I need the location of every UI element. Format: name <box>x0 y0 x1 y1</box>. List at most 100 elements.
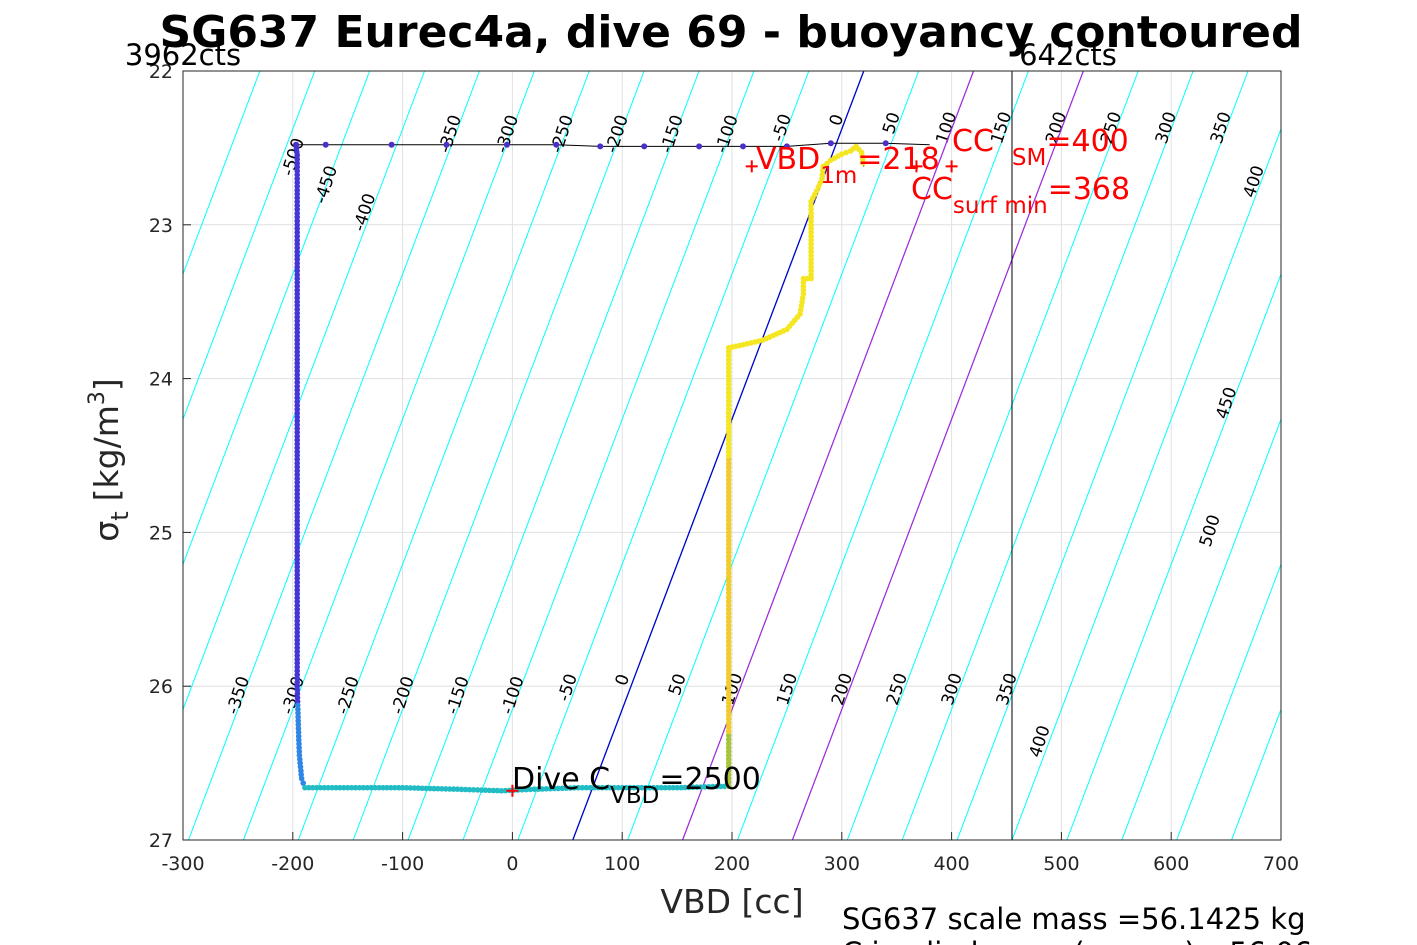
series-0-point <box>294 310 301 317</box>
x-tick-label-10: 700 <box>1263 853 1299 875</box>
series-2-point <box>725 509 732 515</box>
series-0-point <box>294 479 301 486</box>
series-1-point <box>551 785 558 792</box>
y-axis-ticks: 22 23 24 25 26 27 <box>149 61 191 852</box>
series-1-point <box>388 784 394 791</box>
contour-line-10 <box>517 71 810 840</box>
series-2-point <box>808 229 814 236</box>
series-0-point <box>294 214 301 220</box>
contour-line-3 <box>183 71 426 711</box>
series-2-point <box>725 691 732 698</box>
series-0-point <box>294 302 301 309</box>
series-1-point <box>583 784 590 791</box>
series-3-point <box>503 141 510 148</box>
contour-line-22 <box>1176 562 1281 840</box>
series-1-point <box>325 784 332 791</box>
y-tick-label-3: 25 <box>149 522 173 544</box>
x-axis-label: VBD [cc] <box>660 882 803 921</box>
chart-title: SG637 Eurec4a, dive 69 - buoyancy contou… <box>160 7 1303 58</box>
series-2-point <box>725 728 732 735</box>
series-2-point <box>725 369 732 375</box>
series-0-point <box>294 575 301 582</box>
series-1-point <box>686 784 692 791</box>
contour-line-4 <box>188 71 480 840</box>
series-1-point <box>690 784 696 790</box>
series-2-point <box>725 394 732 400</box>
series-0-point <box>294 506 301 513</box>
series-2-point <box>725 533 732 540</box>
series-2-point <box>725 655 732 661</box>
series-1-point <box>607 784 613 791</box>
series-2-point <box>800 279 807 286</box>
series-2-point <box>725 606 732 613</box>
series-0-point <box>294 618 301 624</box>
series-0-point <box>294 583 301 589</box>
series-1-point <box>427 785 433 792</box>
contour-line-16 <box>846 71 1139 840</box>
series-1-point <box>678 784 684 791</box>
series-1-point <box>535 786 542 792</box>
series-0-point <box>294 598 301 605</box>
series-2-point <box>725 365 732 371</box>
series-1-point <box>462 786 469 793</box>
series-2-point <box>725 472 732 479</box>
series-1-point <box>411 785 418 791</box>
series-2-point <box>725 373 732 380</box>
series-2-point <box>725 602 732 609</box>
series-0-point <box>294 633 301 639</box>
series-2-point <box>725 703 732 710</box>
series-3-point <box>388 141 395 148</box>
series-2-point <box>725 663 732 669</box>
series-0-point <box>294 164 301 170</box>
series-1-point <box>446 786 453 792</box>
series-3-point <box>597 143 604 150</box>
series-0-point <box>294 456 301 463</box>
series-2-point <box>725 651 732 657</box>
top-left-counts-label: 3962cts <box>125 38 241 72</box>
vbd-1m-marker <box>745 160 758 173</box>
series-2-point <box>725 716 732 722</box>
series-1-point <box>439 786 445 792</box>
series-0-point <box>294 445 301 451</box>
series-0-point <box>294 172 301 178</box>
series-2-point <box>725 497 732 503</box>
series-0-point <box>294 521 301 528</box>
series-3-point <box>740 143 746 150</box>
series-1-point <box>341 784 347 791</box>
cc-surf-min-main: CC <box>911 172 953 207</box>
series-0-point <box>294 610 301 616</box>
series-2-point <box>725 441 732 447</box>
series-1-point <box>309 784 316 791</box>
footer-implied-mass: C implied mass (approx) =56.06 <box>842 936 1312 945</box>
series-1-point <box>333 784 339 791</box>
series-0-point <box>294 345 301 351</box>
series-1-point <box>494 787 501 794</box>
series-1-point <box>306 784 312 791</box>
series-0-point <box>294 514 301 520</box>
series-2-point <box>725 448 732 455</box>
series-3-point <box>882 140 889 147</box>
y-tick-label-1: 23 <box>149 215 173 237</box>
y-axis-label-sup: 3 <box>85 391 110 405</box>
series-1-point <box>611 784 617 791</box>
series-1-point <box>666 784 673 791</box>
series-1-point <box>466 786 473 793</box>
vbd-1m-main: VBD <box>756 142 820 177</box>
series-2-point <box>808 218 814 224</box>
x-tick-label-8: 500 <box>1043 853 1079 875</box>
series-2-point <box>725 683 732 689</box>
series-1-point <box>599 784 605 791</box>
series-1-point <box>635 784 641 791</box>
series-0-point <box>294 291 301 297</box>
series-1-point <box>395 784 402 791</box>
contour-line-5 <box>242 71 535 840</box>
vbd-1m-annotation: VBD1m=218 <box>756 142 940 189</box>
series-3-point <box>553 141 560 148</box>
series-2-point <box>725 377 732 384</box>
series-1-point <box>376 784 382 791</box>
contour-line-19 <box>1011 127 1281 840</box>
series-0-point <box>294 233 301 240</box>
series-1-point <box>575 784 582 791</box>
series-1-point <box>368 784 375 791</box>
